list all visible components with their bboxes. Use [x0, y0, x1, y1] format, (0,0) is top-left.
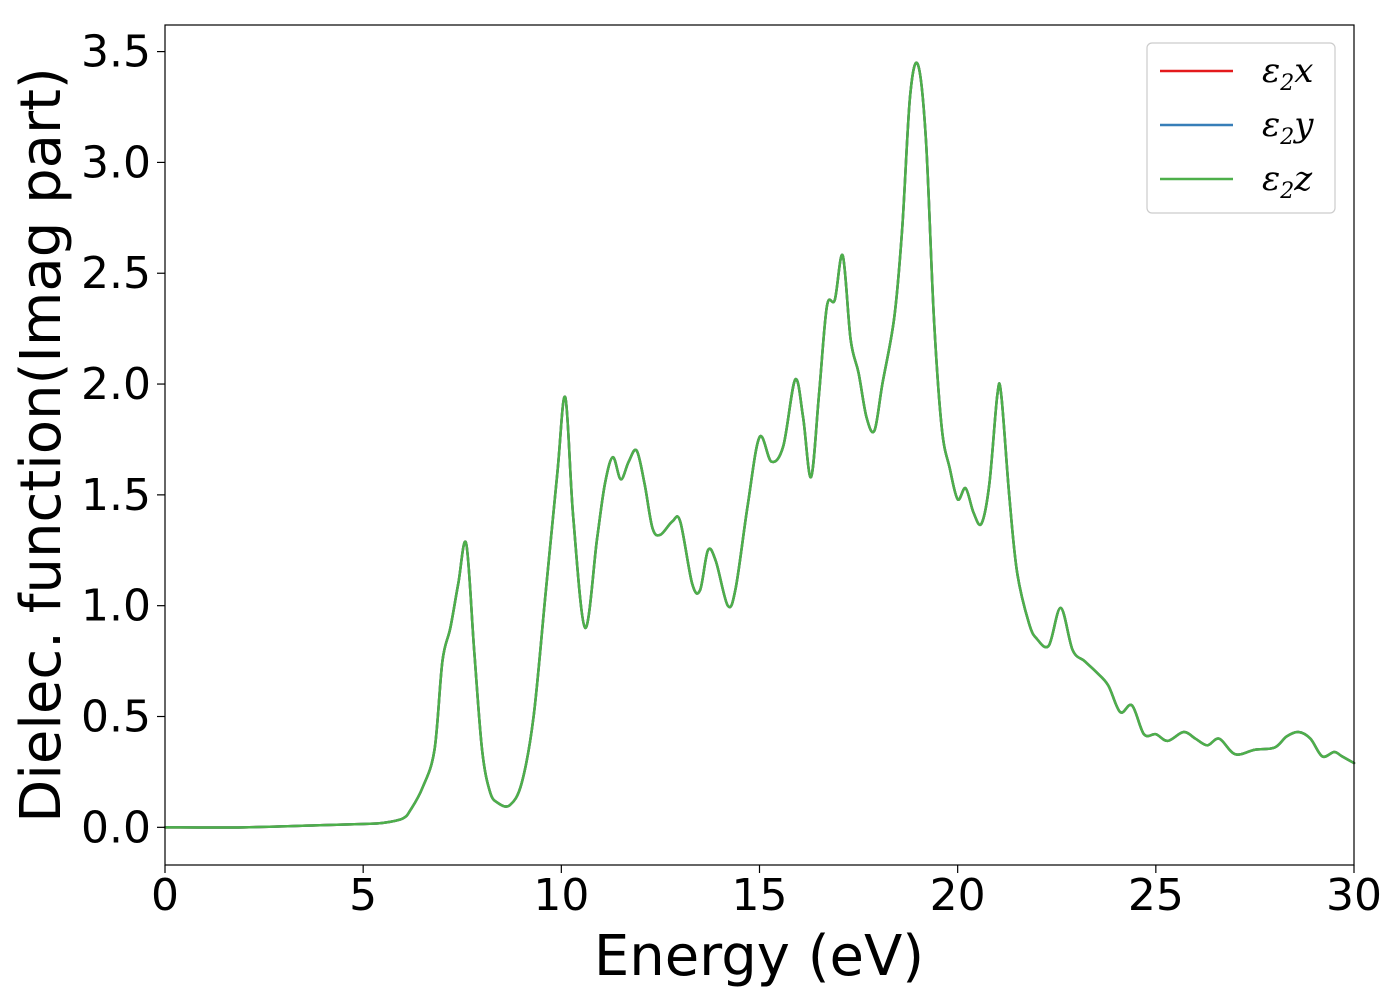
series-line-3	[163, 61, 1356, 829]
y-tick-label: 0.0	[81, 802, 151, 853]
x-tick-label: 20	[930, 870, 986, 921]
y-tick-label: 0.5	[81, 692, 151, 743]
y-tick-label: 2.0	[81, 359, 151, 410]
x-tick-label: 30	[1326, 870, 1382, 921]
y-tick-label: 1.0	[81, 581, 151, 632]
x-axis-ticks: 0 5 10 15 20 25 30	[151, 865, 1382, 921]
x-tick-label: 0	[151, 870, 179, 921]
y-tick-label: 3.5	[81, 27, 151, 78]
y-axis-label: Dielec. function(Imag part)	[9, 67, 74, 823]
x-axis-label: Energy (eV)	[594, 924, 924, 989]
x-tick-label: 25	[1128, 870, 1184, 921]
legend-label-2: ε2y	[1262, 105, 1314, 150]
x-tick-label: 10	[533, 870, 589, 921]
y-tick-label: 3.0	[81, 137, 151, 188]
y-tick-label: 2.5	[81, 248, 151, 299]
y-axis-ticks: 0.0 0.5 1.0 1.5 2.0 2.5 3.0 3.5	[81, 27, 165, 853]
legend-label-3: ε2z	[1262, 159, 1313, 204]
legend: ε2x ε2y ε2z	[1146, 42, 1336, 214]
y-tick-label: 1.5	[81, 470, 151, 521]
x-tick-label: 5	[349, 870, 377, 921]
legend-box	[1146, 42, 1336, 214]
legend-label-1: ε2x	[1262, 51, 1313, 96]
series-layer	[163, 61, 1356, 829]
x-tick-label: 15	[732, 870, 788, 921]
